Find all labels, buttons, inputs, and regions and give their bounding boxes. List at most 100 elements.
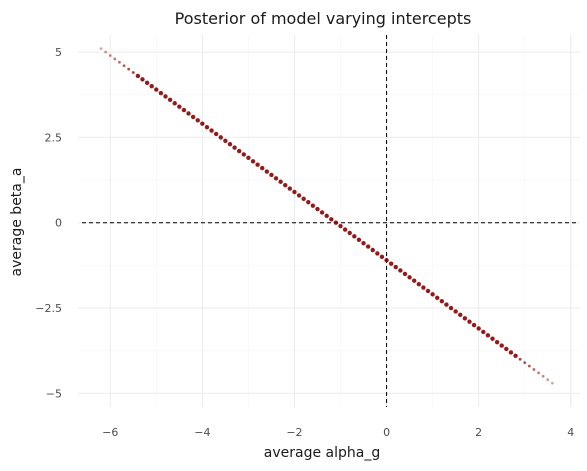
data-point (513, 353, 518, 359)
y-tick-label: −5 (46, 387, 62, 400)
data-point (306, 200, 311, 205)
x-tick-label: −2 (286, 426, 302, 439)
data-point (462, 316, 468, 321)
data-point (127, 67, 131, 71)
data-point (246, 155, 251, 161)
y-tick-label: 5 (55, 46, 62, 59)
data-point (537, 371, 540, 375)
y-tick-label: 0 (55, 217, 62, 230)
data-point (430, 292, 435, 297)
data-point (181, 107, 187, 113)
data-point (347, 230, 352, 236)
data-point (213, 131, 219, 137)
x-tick-label: 2 (475, 426, 482, 439)
data-point (144, 80, 150, 85)
data-point (435, 295, 440, 300)
data-point (490, 336, 495, 341)
data-point (324, 213, 329, 219)
data-point (227, 142, 233, 147)
data-point (379, 254, 385, 260)
y-axis-label: average beta_a (9, 168, 25, 277)
data-point (467, 319, 472, 324)
data-point (412, 278, 417, 283)
data-point (416, 281, 422, 287)
data-point (439, 299, 445, 304)
data-point (99, 47, 103, 51)
data-point (296, 193, 302, 198)
data-point (218, 135, 223, 140)
data-point (315, 206, 320, 212)
data-point (458, 312, 463, 318)
data-point (122, 64, 126, 68)
x-tick-label: 0 (383, 426, 390, 439)
data-point (407, 275, 412, 280)
data-point (135, 73, 141, 79)
data-point (273, 176, 279, 181)
y-tick-label: 2.5 (45, 131, 63, 144)
data-point (118, 60, 121, 64)
data-point (448, 305, 454, 311)
chart-title: Posterior of model varying intercepts (175, 9, 472, 28)
data-point (154, 87, 159, 92)
data-point (388, 261, 394, 266)
data-point (200, 121, 205, 126)
data-point (241, 152, 246, 157)
data-point (476, 326, 481, 331)
data-point (527, 364, 531, 368)
data-point (333, 220, 339, 225)
data-point (365, 244, 371, 249)
data-point (471, 322, 477, 328)
data-point (499, 343, 504, 348)
data-point (504, 346, 509, 352)
data-point (508, 350, 514, 355)
data-point (541, 374, 545, 378)
data-point (301, 196, 306, 202)
data-point (310, 203, 316, 208)
data-point (104, 50, 108, 54)
data-point (494, 339, 500, 345)
data-point (186, 111, 191, 116)
data-point (485, 333, 491, 338)
data-point (232, 145, 237, 150)
data-point (158, 90, 164, 96)
data-point (361, 240, 366, 246)
data-point (131, 71, 135, 74)
data-point (352, 234, 357, 239)
scatter-points (99, 47, 554, 385)
data-point (255, 162, 260, 167)
data-point (149, 83, 154, 89)
data-point (287, 186, 293, 191)
data-point (338, 223, 343, 229)
data-point (342, 227, 348, 232)
data-point (172, 101, 177, 106)
data-point (421, 285, 426, 290)
data-point (444, 302, 449, 307)
data-point (393, 264, 398, 270)
data-point (113, 57, 117, 61)
data-point (195, 118, 200, 123)
data-point (550, 381, 554, 385)
data-point (269, 172, 274, 178)
x-tick-label: 4 (567, 426, 574, 439)
data-point (518, 357, 522, 361)
x-tick-labels: −6 −4 −2 0 2 4 (102, 426, 574, 439)
data-point (177, 104, 182, 109)
data-point (108, 54, 112, 57)
data-point (264, 169, 270, 174)
reference-lines (82, 35, 578, 407)
data-point (481, 329, 486, 335)
data-point (402, 271, 408, 277)
data-point (190, 114, 196, 120)
data-point (163, 94, 168, 99)
data-point (209, 128, 214, 133)
data-point (283, 182, 288, 188)
data-point (223, 138, 228, 143)
data-point (532, 368, 536, 371)
data-point (204, 124, 210, 130)
data-point (375, 251, 380, 256)
grid (78, 35, 580, 407)
data-point (260, 165, 265, 171)
y-tick-labels: −5 −2.5 0 2.5 5 (35, 46, 62, 400)
data-point (370, 247, 375, 253)
